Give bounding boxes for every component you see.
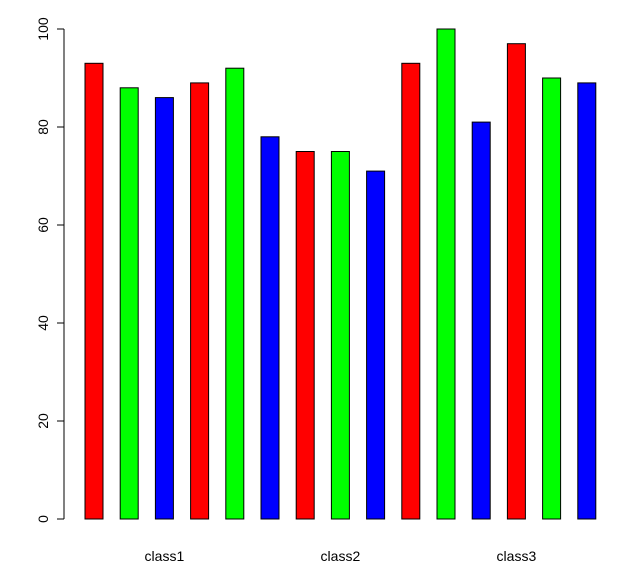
- bar: [119, 87, 139, 520]
- bar: [506, 43, 526, 520]
- y-tick-label: 20: [35, 413, 51, 429]
- bar: [260, 136, 280, 520]
- y-tick-label: 60: [35, 217, 51, 233]
- y-tick-label: 80: [35, 119, 51, 135]
- bar: [295, 151, 315, 520]
- y-tick-label: 40: [35, 315, 51, 331]
- bar-series: [84, 28, 597, 520]
- bar: [401, 62, 421, 520]
- y-tick-label: 100: [35, 17, 51, 41]
- bar: [471, 121, 491, 520]
- bar: [190, 82, 210, 520]
- bar: [436, 28, 456, 520]
- y-tick-label: 0: [35, 515, 51, 523]
- x-category-label: class2: [321, 548, 361, 564]
- bar: [84, 62, 104, 520]
- bar: [366, 170, 386, 520]
- bar: [225, 67, 245, 520]
- bar: [330, 151, 350, 520]
- bar: [542, 77, 562, 520]
- bar: [154, 97, 174, 520]
- category-labels: class1 class2 class3: [145, 548, 537, 564]
- bar: [577, 82, 597, 520]
- y-axis: 0 20 40 60 80 100: [35, 17, 65, 523]
- x-category-label: class3: [497, 548, 537, 564]
- x-category-label: class1: [145, 548, 185, 564]
